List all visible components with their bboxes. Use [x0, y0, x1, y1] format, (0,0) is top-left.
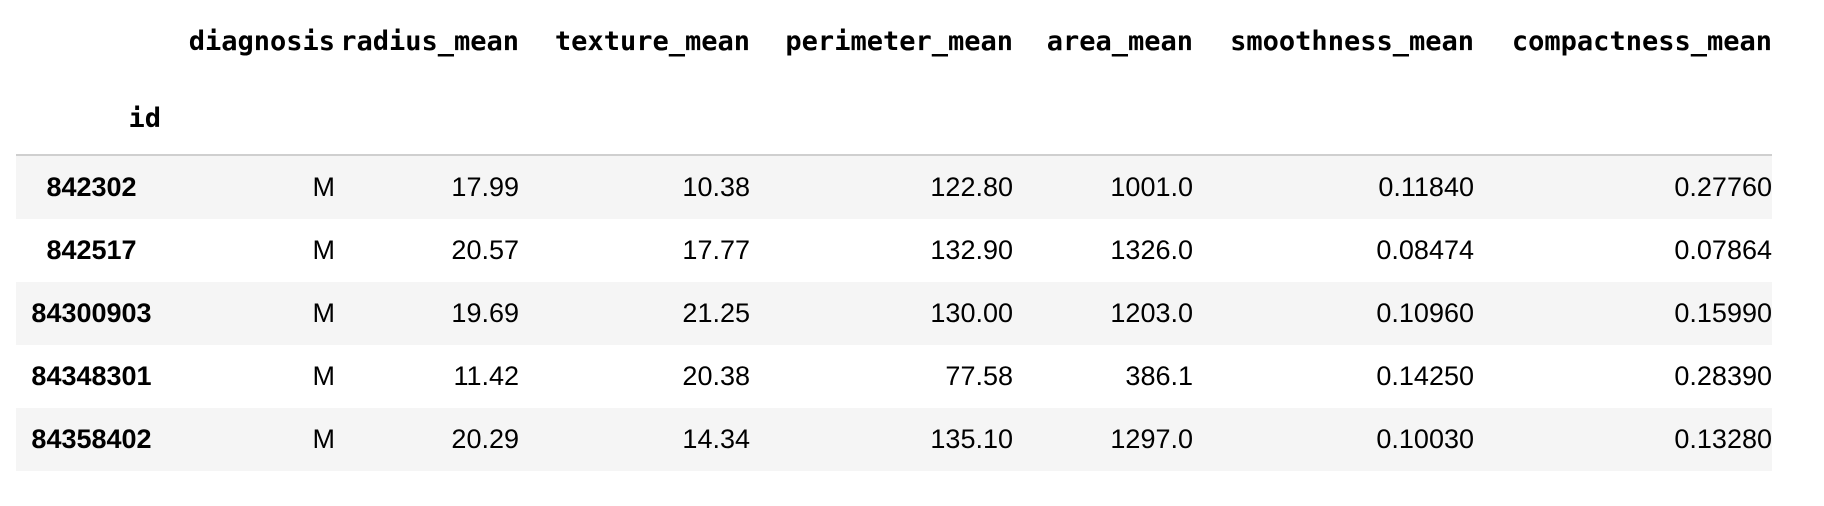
cell-diagnosis: M	[312, 424, 336, 454]
cell-smoothness-mean: 0.11840	[1378, 172, 1474, 202]
row-index-id: 842302	[46, 172, 137, 202]
index-name-row-spacer	[167, 82, 1772, 155]
cell-area-mean: 1203.0	[1110, 298, 1193, 328]
cell-diagnosis: M	[312, 235, 336, 265]
cell-diagnosis: M	[312, 172, 336, 202]
cell-compactness-mean: 0.27760	[1674, 172, 1772, 202]
cell-diagnosis: M	[312, 298, 336, 328]
cell-perimeter-mean: 132.90	[930, 235, 1013, 265]
column-header-diagnosis: diagnosis	[188, 25, 335, 57]
cell-compactness-mean: 0.28390	[1674, 361, 1772, 391]
column-header-compactness-mean: compactness_mean	[1511, 25, 1772, 57]
cell-smoothness-mean: 0.08474	[1376, 235, 1474, 265]
cell-texture-mean: 17.77	[682, 235, 750, 265]
dataframe-table: diagnosis radius_mean texture_mean perim…	[16, 0, 1772, 471]
table-row: 84358402 M 20.29 14.34 135.10 1297.0 0.1…	[16, 408, 1772, 471]
cell-perimeter-mean: 130.00	[930, 298, 1013, 328]
cell-texture-mean: 14.34	[682, 424, 750, 454]
cell-smoothness-mean: 0.10030	[1376, 424, 1474, 454]
cell-radius-mean: 20.57	[451, 235, 519, 265]
column-header-texture-mean: texture_mean	[554, 25, 750, 57]
cell-compactness-mean: 0.07864	[1674, 235, 1772, 265]
cell-radius-mean: 19.69	[451, 298, 519, 328]
column-header-smoothness-mean: smoothness_mean	[1230, 25, 1474, 57]
column-header-radius-mean: radius_mean	[340, 25, 519, 57]
index-name-header: id	[128, 102, 161, 134]
cell-compactness-mean: 0.15990	[1674, 298, 1772, 328]
cell-texture-mean: 21.25	[682, 298, 750, 328]
table-row: 842302 M 17.99 10.38 122.80 1001.0 0.118…	[16, 155, 1772, 219]
cell-compactness-mean: 0.13280	[1674, 424, 1772, 454]
cell-texture-mean: 20.38	[682, 361, 750, 391]
dataframe-output: diagnosis radius_mean texture_mean perim…	[16, 0, 1824, 471]
cell-smoothness-mean: 0.14250	[1376, 361, 1474, 391]
cell-radius-mean: 11.42	[453, 361, 519, 391]
cell-diagnosis: M	[312, 361, 336, 391]
index-name-row: id	[16, 82, 1772, 155]
row-index-id: 84300903	[31, 298, 152, 328]
table-row: 84300903 M 19.69 21.25 130.00 1203.0 0.1…	[16, 282, 1772, 345]
cell-perimeter-mean: 135.10	[930, 424, 1013, 454]
column-header-row: diagnosis radius_mean texture_mean perim…	[16, 0, 1772, 82]
cell-area-mean: 1326.0	[1110, 235, 1193, 265]
row-index-id: 84358402	[31, 424, 152, 454]
row-index-id: 84348301	[31, 361, 152, 391]
cell-perimeter-mean: 122.80	[930, 172, 1013, 202]
cell-radius-mean: 20.29	[451, 424, 519, 454]
row-index-id: 842517	[46, 235, 137, 265]
cell-area-mean: 1001.0	[1110, 172, 1193, 202]
column-header-perimeter-mean: perimeter_mean	[785, 25, 1013, 57]
cell-radius-mean: 17.99	[451, 172, 519, 202]
cell-texture-mean: 10.38	[682, 172, 750, 202]
index-corner-cell	[16, 0, 167, 82]
cell-perimeter-mean: 77.58	[945, 361, 1013, 391]
table-row: 842517 M 20.57 17.77 132.90 1326.0 0.084…	[16, 219, 1772, 282]
cell-area-mean: 386.1	[1125, 361, 1193, 391]
cell-area-mean: 1297.0	[1110, 424, 1193, 454]
table-row: 84348301 M 11.42 20.38 77.58 386.1 0.142…	[16, 345, 1772, 408]
column-header-area-mean: area_mean	[1046, 25, 1193, 57]
cell-smoothness-mean: 0.10960	[1376, 298, 1474, 328]
